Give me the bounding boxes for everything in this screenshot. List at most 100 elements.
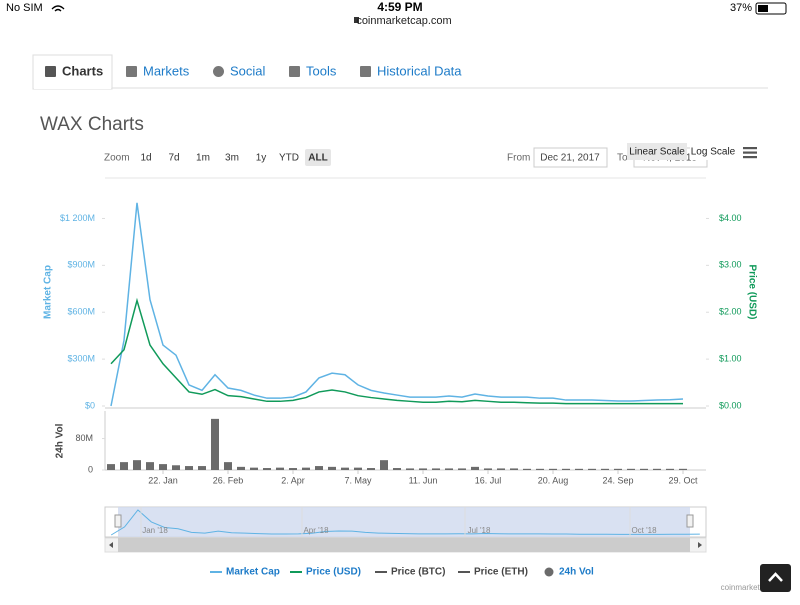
volume-bar <box>588 468 596 470</box>
volume-bar <box>666 468 674 470</box>
legend-symbol[interactable] <box>544 567 554 577</box>
volume-bar <box>458 468 466 470</box>
carrier: No SIM <box>6 2 43 14</box>
volume-bar <box>549 468 557 470</box>
volume-bar <box>653 468 661 470</box>
volume-bar <box>432 468 440 470</box>
navigator-label: Jul '18 <box>468 526 491 535</box>
zoom-button[interactable]: 1m <box>196 153 210 164</box>
page-title: WAX Charts <box>40 114 144 135</box>
volume-bar <box>445 468 453 470</box>
legend-label[interactable]: Price (USD) <box>306 567 361 578</box>
menu-icon-bar[interactable] <box>743 151 757 154</box>
volume-bar <box>484 468 492 470</box>
volume-bar <box>146 462 154 470</box>
tab-bar: Charts Markets Social Tools Historical Data <box>45 63 462 78</box>
zoom-bar: Zoom 1d 7d 1m 3m 1y YTD ALL <box>104 149 331 166</box>
battery-level <box>758 5 768 12</box>
tab-label[interactable]: Markets <box>143 63 190 78</box>
menu-icon-bar[interactable] <box>743 147 757 150</box>
battery-percent: 37% <box>730 2 752 14</box>
tab-label[interactable]: Social <box>230 63 266 78</box>
y2-tick-label: $0.00 <box>719 400 742 410</box>
series-line <box>110 297 683 405</box>
volume-bar <box>471 466 479 470</box>
volume-bar <box>406 468 414 470</box>
x-tick-label: 7. May <box>344 475 372 485</box>
volume-bar <box>510 468 518 470</box>
legend-label[interactable]: Price (ETH) <box>474 567 528 578</box>
zoom-button[interactable]: ALL <box>308 153 327 164</box>
credit[interactable]: coinmarketcap.com <box>721 583 791 592</box>
navigator-selection[interactable] <box>118 507 690 537</box>
navigator-handle[interactable] <box>114 514 122 528</box>
scroll-top-icon <box>768 572 783 582</box>
series-line <box>110 202 684 407</box>
wifi-icon <box>51 5 65 12</box>
tab-icon <box>289 66 300 77</box>
scroll-left[interactable] <box>109 542 113 548</box>
x-tick-label: 24. Sep <box>602 475 633 485</box>
volume-bar <box>523 468 531 470</box>
x-tick-label: 2. Apr <box>281 475 305 485</box>
zoom-button[interactable]: 1y <box>256 153 267 164</box>
volume-bar <box>224 462 232 470</box>
x-tick-label: 26. Feb <box>213 475 244 485</box>
tab-icon <box>360 66 371 77</box>
legend-label[interactable]: Market Cap <box>226 567 280 578</box>
zoom-button[interactable]: YTD <box>279 153 299 164</box>
tab-label[interactable]: Charts <box>62 63 103 78</box>
volume-bar <box>263 468 271 470</box>
volume-bar <box>575 468 583 470</box>
log-scale-button[interactable] <box>690 143 736 160</box>
navigator-handle[interactable] <box>686 514 694 528</box>
from-input[interactable] <box>533 147 608 168</box>
tab-label[interactable]: Tools <box>306 63 337 78</box>
volume-bar <box>250 467 258 470</box>
active-tab[interactable] <box>32 54 113 90</box>
y2-tick-label: $3.00 <box>719 260 742 270</box>
tab-icon <box>126 66 137 77</box>
to-label: To <box>617 153 628 164</box>
y-tick-label: $600M <box>67 307 95 317</box>
volume-bar <box>562 468 570 470</box>
legend-label[interactable]: Price (BTC) <box>391 567 445 578</box>
volume-bar <box>276 467 284 470</box>
zoom-button[interactable]: 3m <box>225 153 239 164</box>
y-axis-title: Market Cap <box>43 265 54 319</box>
y2-axis-title: Price (USD) <box>746 264 757 319</box>
volume-bar <box>172 465 180 470</box>
volume-bar <box>120 462 128 470</box>
menu-icon-bar[interactable] <box>743 156 757 159</box>
volume-bar <box>302 467 310 470</box>
volume-bar <box>367 468 375 470</box>
linear-scale-label: Linear Scale <box>629 147 685 158</box>
scrollbar-thumb[interactable] <box>118 538 690 552</box>
legend-label[interactable]: 24h Vol <box>559 567 594 578</box>
zoom-label: Zoom <box>104 153 130 164</box>
clock: 4:59 PM <box>377 0 422 14</box>
volume-bar <box>107 464 115 470</box>
volume-bar <box>159 464 167 470</box>
scroll-top-button[interactable] <box>760 564 791 592</box>
volume-bar <box>354 467 362 470</box>
lock-icon <box>354 17 359 23</box>
volume-bar <box>497 468 505 470</box>
url[interactable]: coinmarketcap.com <box>356 15 451 27</box>
navigator-label: Oct '18 <box>631 526 657 535</box>
linear-scale-button[interactable] <box>627 143 687 160</box>
navigator-label: Apr '18 <box>303 526 329 535</box>
zoom-button[interactable]: 1d <box>140 153 151 164</box>
volume-bar <box>185 466 193 470</box>
zoom-button[interactable]: 7d <box>168 153 179 164</box>
y-tick-label: $300M <box>67 353 95 363</box>
scroll-right[interactable] <box>698 542 702 548</box>
x-tick-label: 22. Jan <box>148 475 178 485</box>
battery-icon <box>755 2 787 15</box>
tab-label[interactable]: Historical Data <box>377 63 462 78</box>
y-tick-label: $900M <box>67 260 95 270</box>
volume-bar <box>328 466 336 470</box>
volume-bar <box>640 468 648 470</box>
